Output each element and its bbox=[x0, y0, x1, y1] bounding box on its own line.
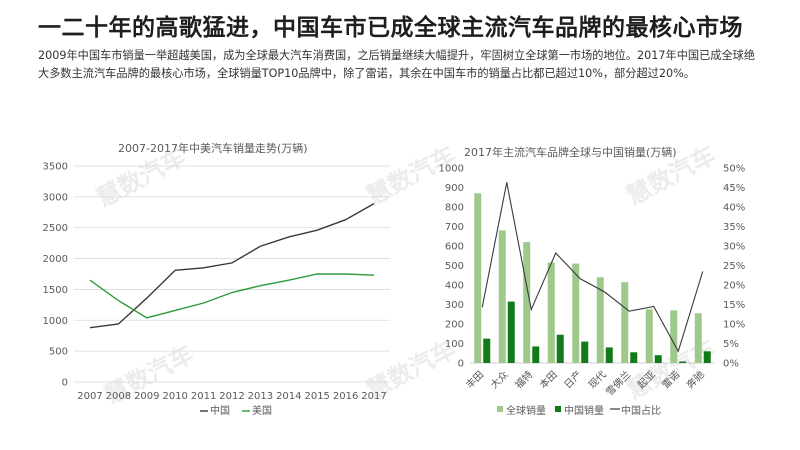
x-tick-label: 2017 bbox=[361, 391, 386, 402]
y2-tick-label: 40% bbox=[723, 203, 745, 214]
page-description: 2009年中国车市销量一举超越美国，成为全球最大汽车消费国，之后销量继续大幅提升… bbox=[38, 49, 756, 80]
x-tick-label: 2015 bbox=[304, 391, 329, 402]
bar-global bbox=[645, 309, 653, 363]
y2-tick-label: 15% bbox=[723, 300, 745, 311]
y-tick-label: 300 bbox=[445, 300, 464, 311]
y-tick-label: 2000 bbox=[43, 254, 68, 265]
x-tick-label: 雪佛兰 bbox=[603, 368, 633, 398]
y-tick-label: 200 bbox=[445, 320, 464, 331]
bar-china bbox=[556, 334, 564, 363]
y-tick-label: 100 bbox=[445, 339, 464, 350]
y-tick-label: 600 bbox=[445, 242, 464, 253]
bar-china bbox=[679, 361, 687, 363]
x-tick-label: 2008 bbox=[106, 391, 131, 402]
legend-label: 中国 bbox=[210, 404, 230, 417]
y2-tick-label: 30% bbox=[723, 242, 745, 253]
bar-global bbox=[547, 262, 555, 363]
y-tick-label: 1000 bbox=[439, 164, 464, 175]
legend-label: 全球销量 bbox=[506, 404, 546, 417]
y2-tick-label: 35% bbox=[723, 222, 745, 233]
line-chart-title: 2007-2017年中美汽车销量走势(万辆) bbox=[118, 142, 308, 155]
x-tick-label: 福特 bbox=[512, 368, 535, 391]
y-tick-label: 500 bbox=[445, 261, 464, 272]
bar-china bbox=[630, 352, 638, 363]
page-title: 一二十年的高歌猛进，中国车市已成全球主流汽车品牌的最核心市场 bbox=[38, 15, 743, 41]
bar-global bbox=[694, 313, 702, 363]
y2-tick-label: 45% bbox=[723, 183, 745, 194]
y-tick-label: 900 bbox=[445, 183, 464, 194]
x-tick-label: 丰田 bbox=[463, 368, 486, 391]
x-tick-label: 起亚 bbox=[635, 369, 658, 392]
legend-swatch bbox=[497, 406, 503, 412]
bar-chart-title: 2017年主流汽车品牌全球与中国销量(万辆) bbox=[464, 146, 677, 159]
bar-china bbox=[532, 346, 540, 363]
y-tick-label: 500 bbox=[49, 347, 68, 358]
x-tick-label: 2012 bbox=[219, 391, 244, 402]
y2-tick-label: 10% bbox=[723, 320, 745, 331]
x-tick-label: 大众 bbox=[488, 368, 511, 391]
y-tick-label: 0 bbox=[458, 359, 464, 370]
x-tick-label: 2016 bbox=[333, 391, 358, 402]
y-tick-label: 1000 bbox=[43, 316, 68, 327]
x-tick-label: 本田 bbox=[537, 368, 560, 391]
y-tick-label: 800 bbox=[445, 203, 464, 214]
y2-tick-label: 0% bbox=[723, 359, 739, 370]
x-tick-label: 2007 bbox=[77, 391, 102, 402]
x-tick-label: 2014 bbox=[276, 391, 301, 402]
bar-china bbox=[605, 347, 613, 363]
x-tick-label: 雷诺 bbox=[660, 369, 683, 392]
legend-label: 美国 bbox=[252, 404, 272, 417]
bar-global bbox=[621, 282, 629, 363]
x-tick-label: 2011 bbox=[191, 391, 216, 402]
series-line-china-share bbox=[481, 182, 704, 353]
bar-china bbox=[581, 341, 589, 363]
x-tick-label: 2010 bbox=[162, 391, 187, 402]
y-tick-label: 400 bbox=[445, 281, 464, 292]
bar-china bbox=[483, 338, 491, 363]
bar-global bbox=[523, 242, 531, 363]
y-tick-label: 0 bbox=[62, 378, 68, 389]
y2-tick-label: 50% bbox=[723, 164, 745, 175]
x-tick-label: 日产 bbox=[561, 368, 584, 391]
bar-global bbox=[670, 310, 678, 363]
bar-global bbox=[498, 230, 506, 363]
bar-global bbox=[474, 193, 482, 363]
legend-label: 中国销量 bbox=[564, 404, 604, 417]
y-tick-label: 700 bbox=[445, 222, 464, 233]
bar-global bbox=[596, 277, 604, 363]
y-tick-label: 2500 bbox=[43, 223, 68, 234]
series-line-usa bbox=[89, 273, 375, 319]
bar-china bbox=[507, 301, 515, 363]
x-tick-label: 奔驰 bbox=[684, 368, 707, 391]
series-line-china bbox=[89, 203, 375, 329]
y2-tick-label: 20% bbox=[723, 281, 745, 292]
x-tick-label: 2009 bbox=[134, 391, 159, 402]
bar-china bbox=[654, 355, 662, 363]
y-tick-label: 3000 bbox=[43, 192, 68, 203]
bar-global bbox=[572, 263, 580, 363]
legend-swatch bbox=[555, 406, 561, 412]
x-tick-label: 2013 bbox=[248, 391, 273, 402]
y-tick-label: 1500 bbox=[43, 285, 68, 296]
legend-label: 中国占比 bbox=[621, 404, 661, 417]
y-tick-label: 3500 bbox=[43, 162, 68, 173]
y2-tick-label: 5% bbox=[723, 339, 739, 350]
x-tick-label: 现代 bbox=[586, 369, 609, 392]
y2-tick-label: 25% bbox=[723, 261, 745, 272]
bar-china bbox=[703, 351, 711, 363]
